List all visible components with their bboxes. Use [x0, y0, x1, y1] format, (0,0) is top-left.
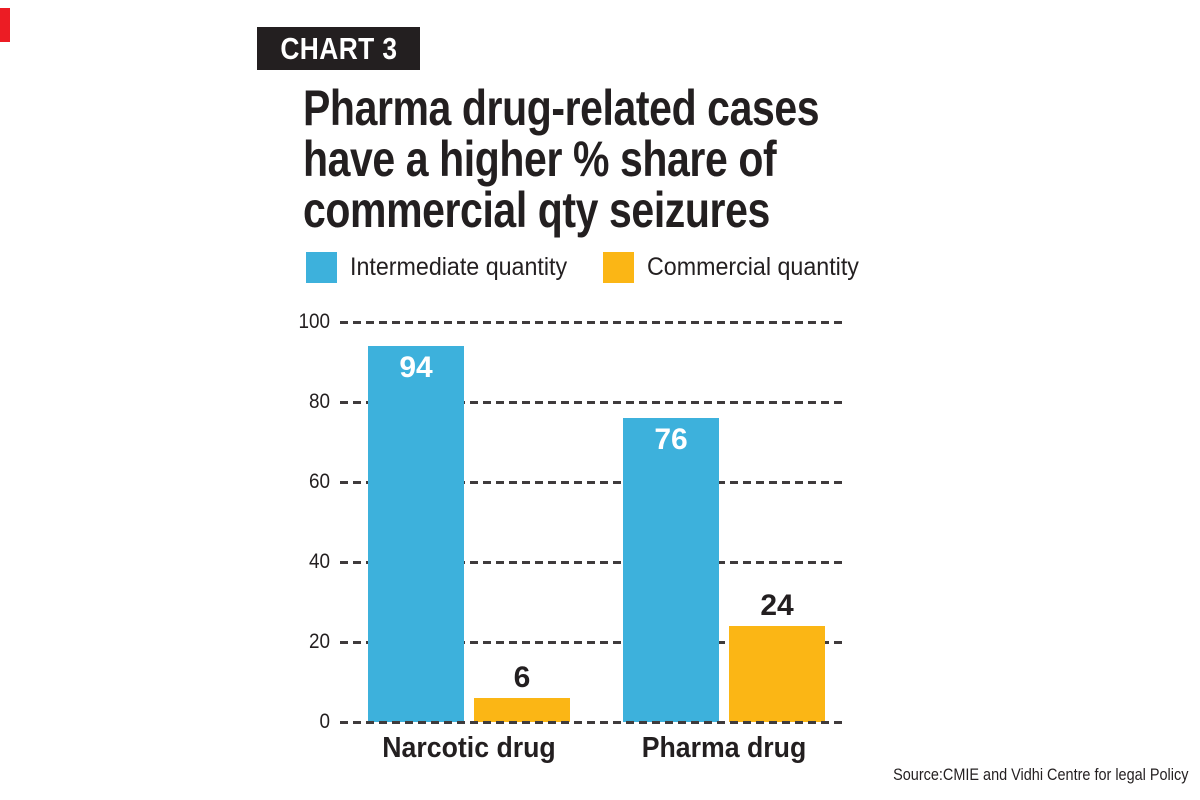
bar-pharma-intermediate	[623, 418, 719, 722]
gridline-0	[340, 720, 845, 724]
y-tick-label-100: 100	[298, 310, 330, 333]
gridline-80	[340, 400, 845, 404]
gridline-60	[340, 480, 845, 484]
chart-title-line-3: commercial qty seizures	[303, 182, 770, 238]
category-label-pharma: Pharma drug	[641, 732, 807, 764]
y-tick-label-80: 80	[308, 390, 330, 413]
bar-value-label: 94	[399, 351, 433, 384]
y-tick-label-60: 60	[308, 470, 330, 493]
gridline-100	[340, 320, 845, 324]
chart-title: Pharma drug-related cases have a higher …	[303, 80, 820, 238]
legend-item-commercial: Commercial quantity	[603, 252, 875, 283]
gridline-20	[340, 640, 845, 644]
red-corner-accent	[0, 8, 10, 42]
bar-value-label: 6	[513, 661, 531, 694]
y-tick-label-40: 40	[308, 550, 330, 573]
chart-title-line-2: have a higher % share of	[303, 131, 777, 187]
legend-item-intermediate: Intermediate quantity	[306, 252, 583, 283]
legend-swatch-commercial	[603, 252, 634, 283]
bar-narcotic-intermediate	[368, 346, 464, 722]
bar-value-label: 24	[760, 589, 794, 622]
y-tick-label-0: 0	[319, 710, 330, 733]
legend-label-commercial: Commercial quantity	[647, 253, 859, 281]
chart-tag-box: CHART 3	[257, 27, 420, 70]
legend-swatch-intermediate	[306, 252, 337, 283]
chart-tag-label: CHART 3	[279, 30, 398, 66]
y-tick-label-20: 20	[308, 630, 330, 653]
gridline-40	[340, 560, 845, 564]
legend-label-intermediate: Intermediate quantity	[350, 253, 568, 281]
category-label-narcotic: Narcotic drug	[382, 732, 556, 764]
bar-pharma-commercial	[729, 626, 825, 722]
chart-title-line-1: Pharma drug-related cases	[303, 80, 820, 136]
bar-value-label: 76	[654, 423, 688, 456]
bar-narcotic-commercial	[474, 698, 570, 722]
source-credit: Source:CMIE and Vidhi Centre for legal P…	[892, 765, 1188, 784]
